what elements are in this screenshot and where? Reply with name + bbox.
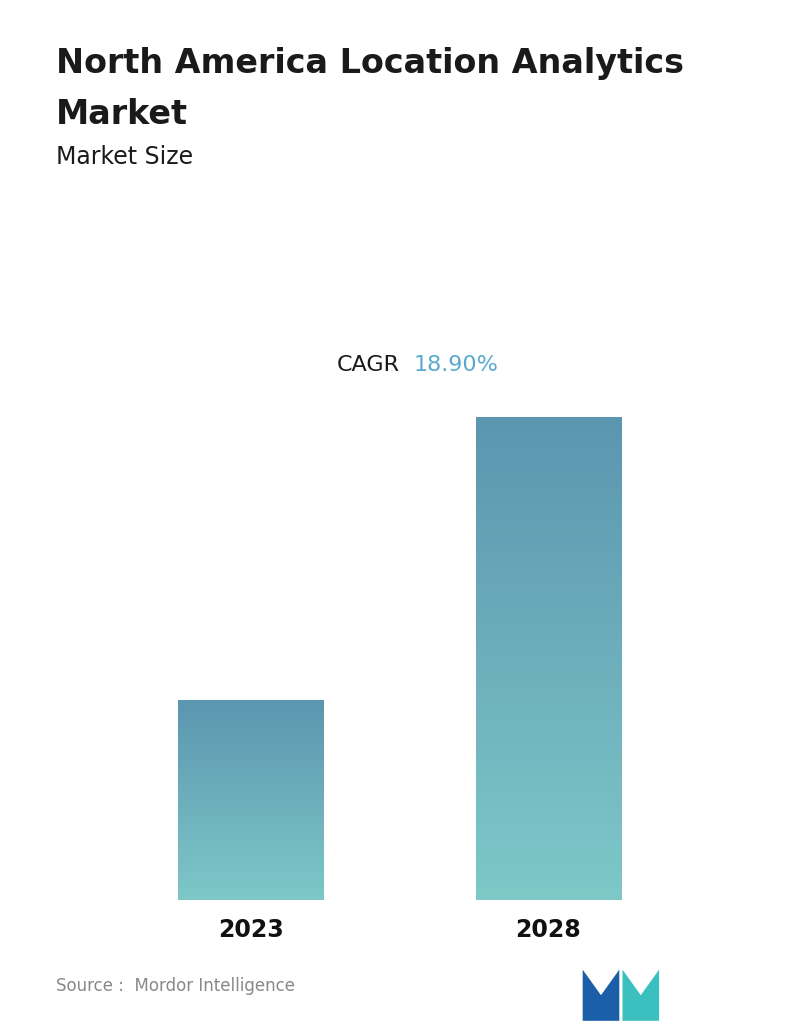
Text: 2023: 2023: [218, 917, 283, 942]
Text: North America Location Analytics: North America Location Analytics: [56, 47, 684, 80]
Text: Market Size: Market Size: [56, 145, 193, 169]
Text: 2028: 2028: [516, 917, 581, 942]
Text: Market: Market: [56, 98, 188, 131]
Text: Source :  Mordor Intelligence: Source : Mordor Intelligence: [56, 977, 295, 995]
Text: 18.90%: 18.90%: [413, 355, 498, 374]
Polygon shape: [583, 970, 619, 1021]
Text: CAGR: CAGR: [337, 355, 400, 374]
Polygon shape: [622, 970, 659, 1021]
